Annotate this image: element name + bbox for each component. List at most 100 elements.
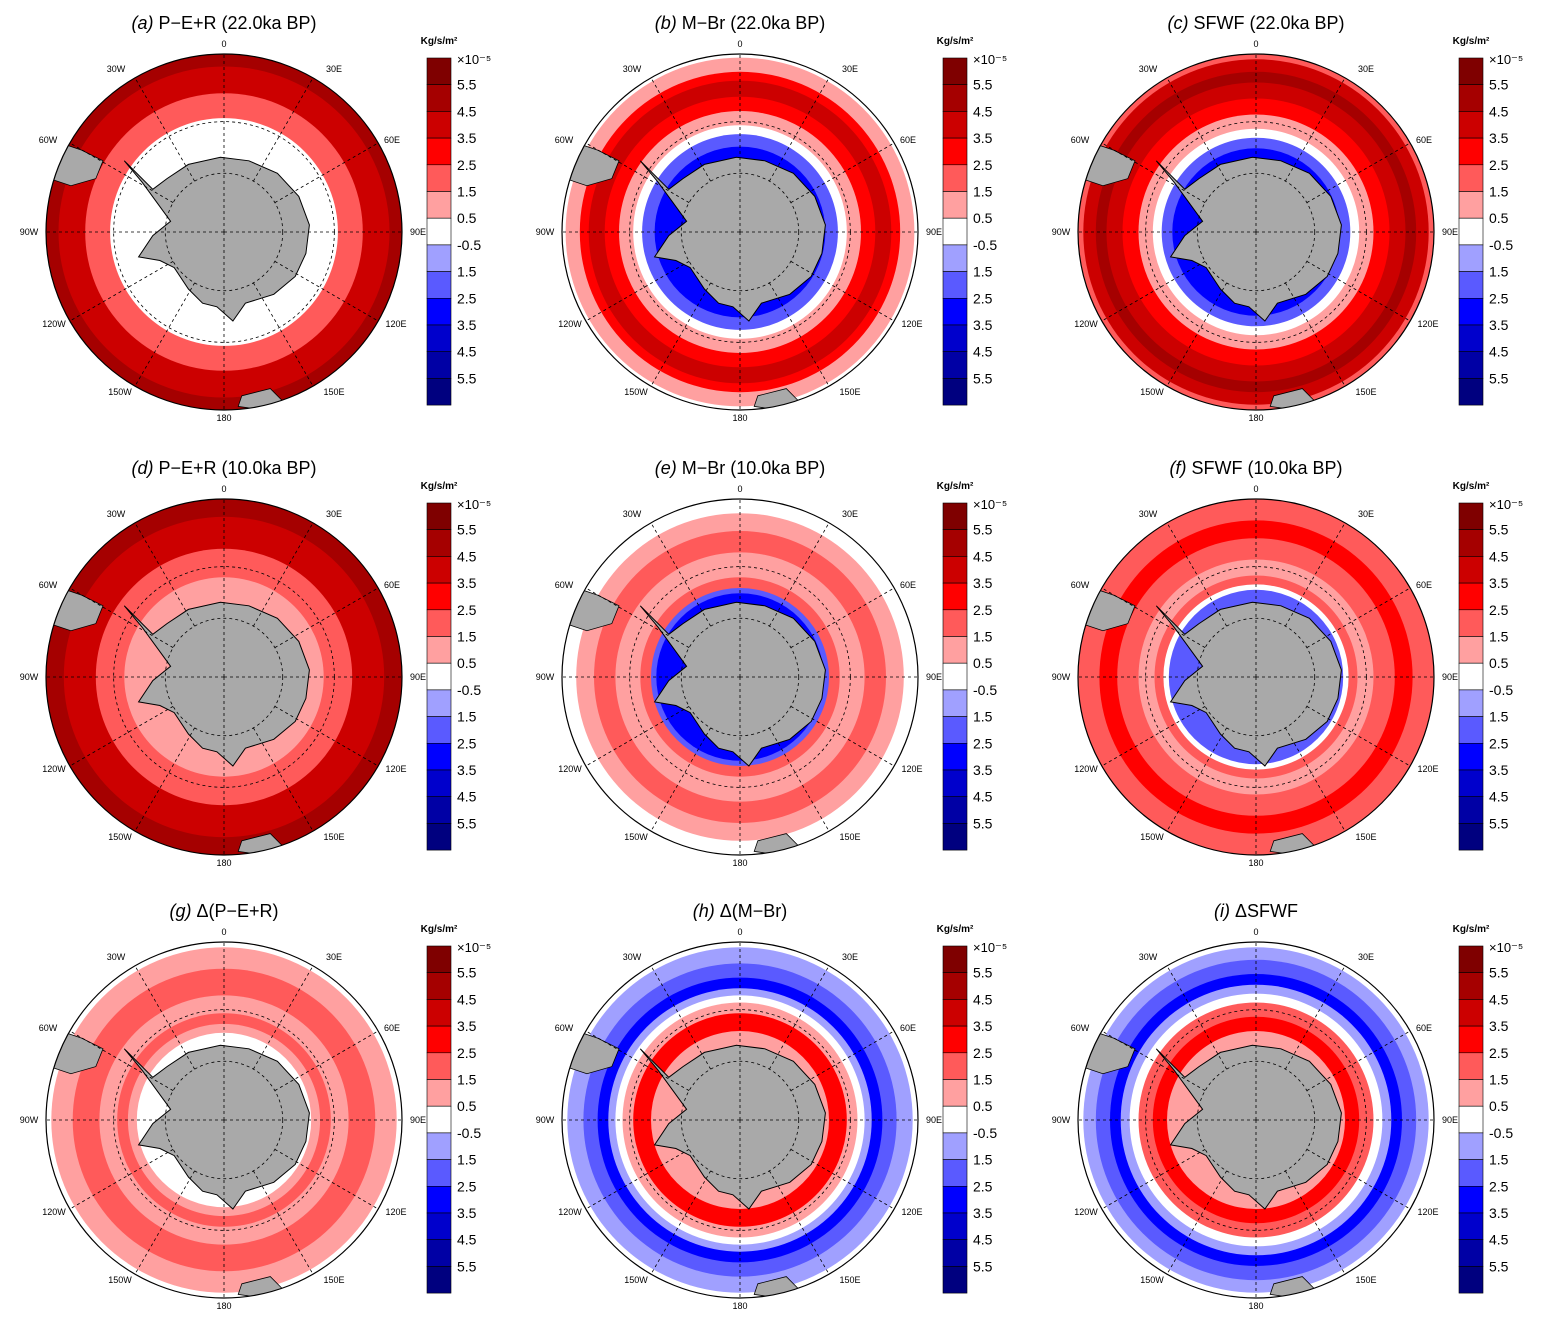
colorbar-swatch xyxy=(1458,1025,1484,1054)
colorbar-swatch xyxy=(426,351,452,379)
longitude-label: 90W xyxy=(536,227,555,237)
longitude-label: 60W xyxy=(1071,135,1090,145)
colorbar-swatch xyxy=(426,57,452,86)
longitude-label: 0 xyxy=(1253,39,1258,49)
colorbar-swatch xyxy=(942,1025,968,1054)
longitude-label: 150E xyxy=(323,387,344,397)
meridian-gridline xyxy=(1166,282,1227,387)
panel-title: (a) P−E+R (22.0ka BP) xyxy=(131,13,316,33)
meridian-gridline xyxy=(274,587,379,648)
colorbar-swatch xyxy=(1458,164,1484,192)
panel-a: (a) P−E+R (22.0ka BP) 0 30E 60E 90E 120E 150E 1… xyxy=(20,13,492,423)
longitude-label: 90W xyxy=(20,1115,39,1125)
longitude-label: 90W xyxy=(1052,672,1071,682)
antarctica-landmass xyxy=(1155,1044,1342,1210)
colorbar-swatch xyxy=(942,609,968,637)
longitude-label: 120W xyxy=(558,319,582,329)
longitude-label: 60W xyxy=(1071,580,1090,590)
longitude-label: 150E xyxy=(839,832,860,842)
longitude-label: 60W xyxy=(1071,1023,1090,1033)
longitude-label: 120W xyxy=(558,1207,582,1217)
colorbar-tick-label: 4.5 xyxy=(457,344,477,360)
colorbar: Kg/s/m² ×10⁻⁵ 5.5 4.5 3.5 2.5 1.5 0.5 -0.5 1.5 2.5… xyxy=(937,481,1007,851)
colorbar-swatch xyxy=(426,972,452,1000)
colorbar-swatch xyxy=(1458,111,1484,139)
colorbar-tick-label: 2.5 xyxy=(973,157,993,173)
latitude-gridline xyxy=(1196,617,1316,737)
longitude-label: 120W xyxy=(1074,764,1098,774)
latitude-gridline xyxy=(680,172,800,292)
colorbar: Kg/s/m² ×10⁻⁵ 5.5 4.5 3.5 2.5 1.5 0.5 -0.5 1.5 2.5… xyxy=(421,924,491,1294)
longitude-label: 60W xyxy=(39,135,58,145)
longitude-label: 30E xyxy=(326,64,342,74)
longitude-label: 60W xyxy=(555,580,574,590)
meridian-gridline xyxy=(134,1170,195,1275)
panel-title: (g) Δ(P−E+R) xyxy=(169,901,278,921)
colorbar-swatch xyxy=(426,1025,452,1054)
longitude-label: 30E xyxy=(326,509,342,519)
colorbar-swatch xyxy=(942,662,968,691)
colorbar-tick-label: 5.5 xyxy=(1489,815,1509,831)
meridian-gridline xyxy=(1285,727,1346,832)
longitude-label: 30E xyxy=(1358,509,1374,519)
colorbar-swatch xyxy=(1458,1079,1484,1107)
colorbar-swatch xyxy=(426,1266,452,1294)
longitude-label: 60E xyxy=(1416,135,1432,145)
meridian-gridline xyxy=(790,142,895,203)
colorbar-swatch xyxy=(942,945,968,974)
colorbar-tick-label: 5.5 xyxy=(1489,370,1509,386)
meridian-gridline xyxy=(1285,1170,1346,1275)
antarctica-landmass xyxy=(1155,601,1342,767)
map-boundary xyxy=(45,53,403,411)
panel-label: (i) xyxy=(1214,901,1230,921)
colorbar-swatch xyxy=(1458,217,1484,246)
colorbar-swatch xyxy=(942,324,968,353)
panel-d: (d) P−E+R (10.0ka BP) 0 30E 60E 90E 120E 150E 1… xyxy=(20,458,492,868)
colorbar-tick-label: 5.5 xyxy=(457,1258,477,1274)
colorbar-tick-label: 2.5 xyxy=(1489,290,1509,306)
colorbar-tick-label: 4.5 xyxy=(973,1232,993,1248)
colorbar: Kg/s/m² ×10⁻⁵ 5.5 4.5 3.5 2.5 1.5 0.5 -0.5 1.5 2.5… xyxy=(421,36,491,406)
colorbar-swatch xyxy=(1458,271,1484,299)
colorbar-tick-label: 3.5 xyxy=(457,317,477,333)
colorbar-tick-label: 1.5 xyxy=(973,184,993,200)
colorbar-tick-label: 3.5 xyxy=(457,1018,477,1034)
meridian-gridline xyxy=(69,706,174,767)
colorbar-tick-label: 4.5 xyxy=(457,548,477,564)
longitude-label: 30E xyxy=(842,509,858,519)
longitude-label: 180 xyxy=(732,413,747,423)
longitude-label: 150W xyxy=(108,832,132,842)
antarctica-landmass xyxy=(639,1044,826,1210)
meridian-gridline xyxy=(253,282,314,387)
colorbar-swatch xyxy=(1458,972,1484,1000)
colorbar-swatch xyxy=(942,1159,968,1187)
colorbar-swatch xyxy=(426,271,452,299)
longitude-label: 180 xyxy=(1248,413,1263,423)
colorbar-tick-label: 4.5 xyxy=(457,991,477,1007)
panel-title-text: M−Br (22.0ka BP) xyxy=(677,13,826,33)
longitude-label: 30E xyxy=(1358,952,1374,962)
colorbar-swatch xyxy=(1458,502,1484,531)
meridian-gridline xyxy=(1166,1170,1227,1275)
colorbar-swatch xyxy=(1458,742,1484,771)
longitude-label: 90E xyxy=(926,672,942,682)
meridian-gridline xyxy=(134,77,195,182)
panel-label: (h) xyxy=(693,901,715,921)
colorbar-tick-label: 5.5 xyxy=(973,815,993,831)
longitude-label: 120E xyxy=(385,764,406,774)
colorbar-swatch xyxy=(1458,1159,1484,1187)
colorbar-tick-label: 4.5 xyxy=(457,103,477,119)
meridian-gridline xyxy=(1166,965,1227,1070)
antarctica-landmass xyxy=(123,1044,310,1210)
antarctica-landmass xyxy=(639,156,826,322)
meridian-gridline xyxy=(790,1149,895,1210)
longitude-label: 150W xyxy=(1140,387,1164,397)
meridian-gridline xyxy=(585,1149,690,1210)
colorbar-swatch xyxy=(942,1266,968,1294)
colorbar-swatch xyxy=(1458,636,1484,664)
colorbar-swatch xyxy=(942,1105,968,1134)
longitude-label: 120W xyxy=(1074,319,1098,329)
colorbar-tick-label: 2.5 xyxy=(457,1178,477,1194)
colorbar-swatch xyxy=(1458,324,1484,353)
colorbar-scale: ×10⁻⁵ xyxy=(973,497,1007,512)
